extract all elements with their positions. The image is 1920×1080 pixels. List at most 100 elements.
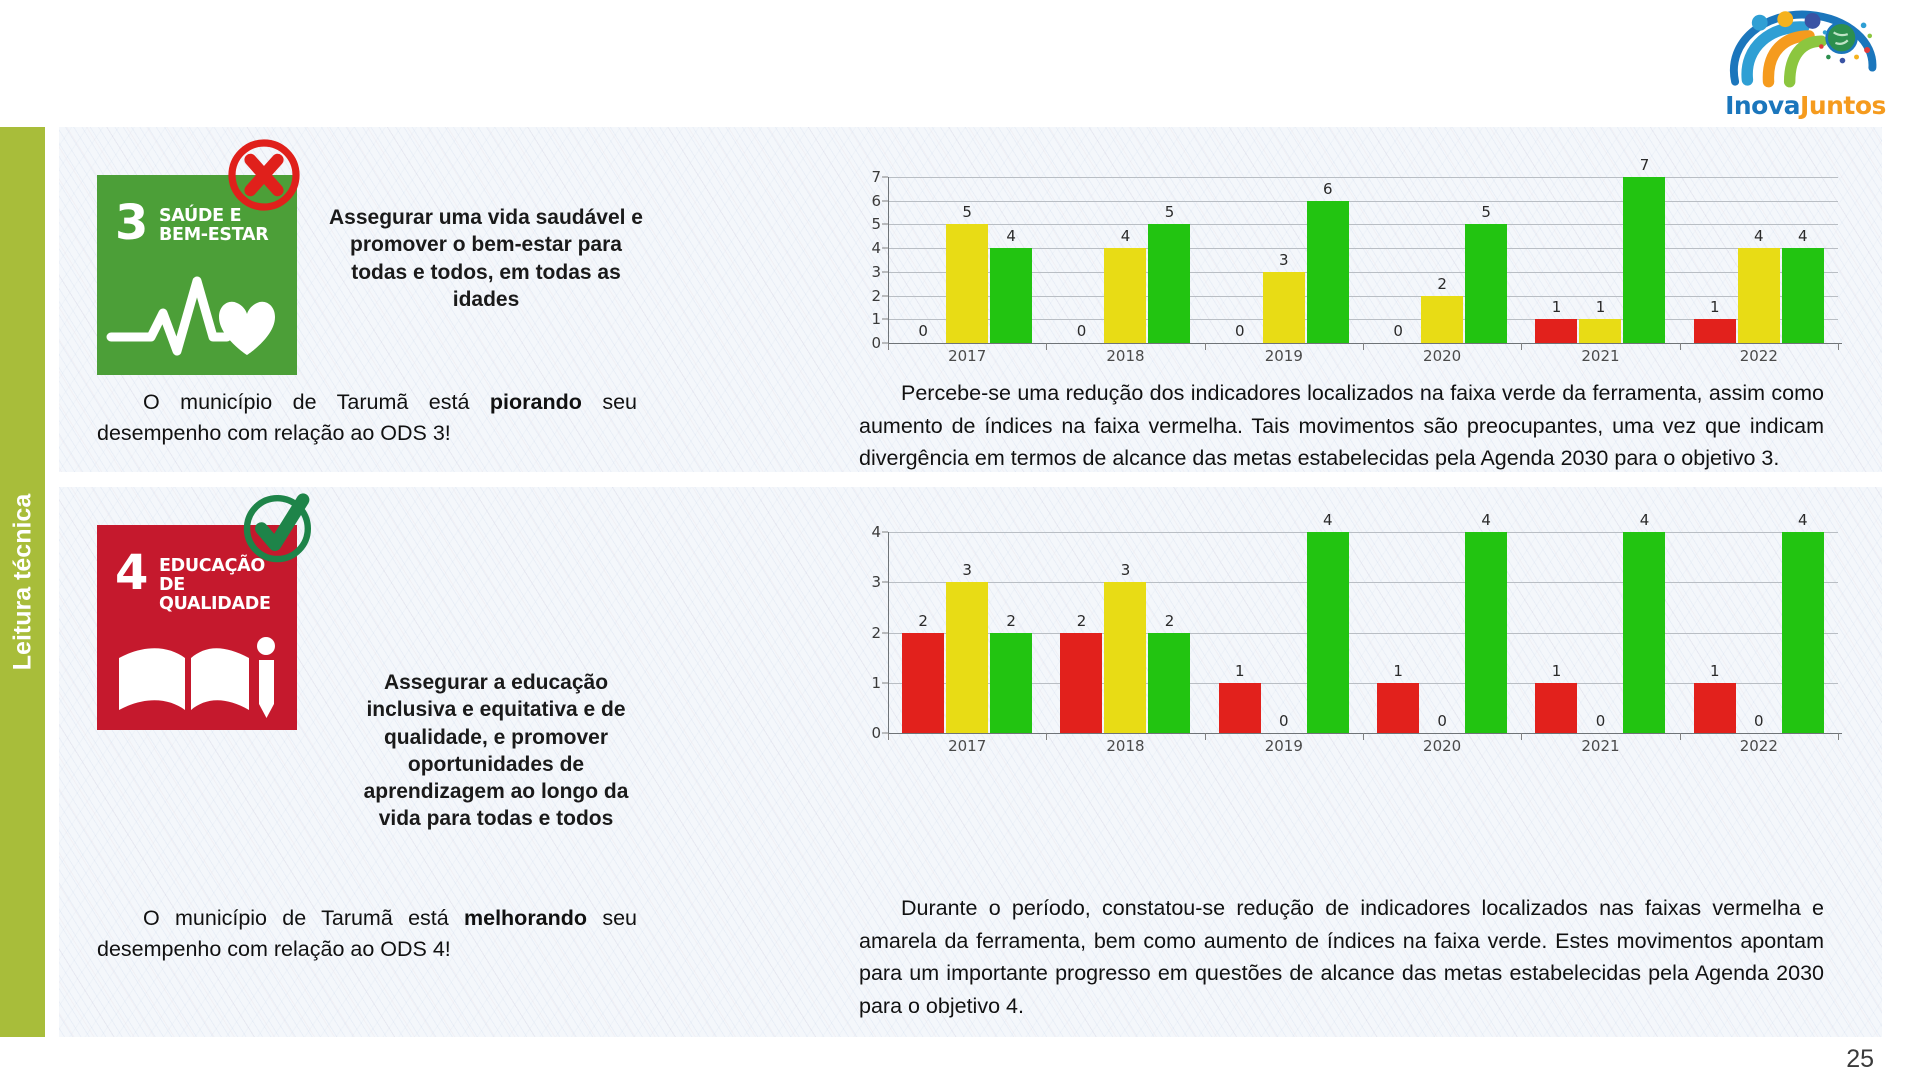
chart-bar-value-label: 0 <box>1076 322 1087 340</box>
chart-x-tick-label: 2018 <box>1106 347 1145 365</box>
section-ods3: 3 SAÚDE E BEM-ESTAR Assegurar uma vida s… <box>59 127 1882 472</box>
ods4-goal-statement: Assegurar a educação inclusiva e equitat… <box>363 671 629 831</box>
chart-bar-verde: 5 <box>1465 177 1508 343</box>
chart-bar-value-label: 1 <box>1235 661 1245 680</box>
chart-x-tick-mark <box>1363 343 1364 350</box>
chart-x-tick-mark <box>888 343 889 350</box>
chart-bar-vermelha: 2 <box>1060 532 1103 733</box>
chart-bar-vermelha: 0 <box>1219 177 1261 343</box>
chart-x-tick-mark <box>1679 343 1681 350</box>
chart-bar-value-label: 3 <box>1120 561 1131 580</box>
footer-band <box>0 1037 1920 1080</box>
chart-bar-value-label: 4 <box>1120 227 1131 246</box>
ods3-muni-highlight: piorando <box>489 390 582 414</box>
chart-x-tick-label: 2019 <box>1264 347 1303 365</box>
chart-bar-verde: 4 <box>990 177 1033 343</box>
ods4-number: 4 <box>115 545 149 601</box>
chart-bar-group: 1 0 4 <box>1205 511 1363 733</box>
chart-bar-amarela: 0 <box>1421 532 1463 733</box>
chart-bar-fill <box>1535 682 1578 733</box>
chart-bar-fill <box>1693 682 1736 733</box>
chart-x-tick-mark <box>1204 343 1206 350</box>
ods3-municipality-status: O município de Tarumã está piorando seu … <box>97 387 637 448</box>
chart-bar-value-label: 4 <box>1798 511 1808 529</box>
chart-bar-value-label: 4 <box>1006 227 1016 246</box>
chart-bar-value-label: 4 <box>1481 511 1491 529</box>
chart-bar-fill <box>1060 632 1103 733</box>
chart-x-tick-label: 2017 <box>948 347 987 365</box>
chart-y-tick-label: 2 <box>871 623 881 642</box>
chart-bar-groups: 2 3 2 2 3 2 1 0 4 1 0 4 1 0 4 1 0 4 <box>888 511 1838 733</box>
chart-x-axis-labels: 2017 2018 2019 2020 2021 2022 <box>888 347 1838 373</box>
chart-bar-fill <box>1262 271 1305 343</box>
chart-bar-fill <box>1148 632 1191 733</box>
chart-x-tick-mark <box>1204 733 1206 740</box>
chart-bar-fill <box>1218 682 1261 733</box>
ods3-goal-statement: Assegurar uma vida saudável e promover o… <box>329 206 643 311</box>
chart-bar-amarela: 0 <box>1738 532 1780 733</box>
chart-bar-value-label: 0 <box>1279 712 1289 730</box>
chart-x-axis-line <box>888 733 1842 734</box>
left-gutter <box>45 127 59 1037</box>
chart-bar-group: 0 5 4 <box>888 177 1046 343</box>
chart-bar-value-label: 4 <box>1639 511 1650 529</box>
chart-x-tick-label: 2020 <box>1423 347 1462 365</box>
chart-y-tick-label: 1 <box>871 310 881 329</box>
chart-bar-group: 2 3 2 <box>1046 532 1204 733</box>
chart-bar-value-label: 0 <box>1393 322 1403 340</box>
chart-bar-value-label: 0 <box>1235 322 1245 340</box>
chart-bar-group: 2 3 2 <box>888 532 1046 733</box>
logo-word-inova: Inova <box>1725 91 1801 120</box>
chart-bar-value-label: 2 <box>1437 274 1447 293</box>
chart-bar-value-label: 3 <box>1279 250 1289 269</box>
chart-bar-amarela: 4 <box>1104 177 1147 343</box>
chart-bar-group: 1 0 4 <box>1363 511 1521 733</box>
chart-bar-group: 0 2 5 <box>1363 177 1521 343</box>
chart-x-tick-label: 2019 <box>1264 737 1303 755</box>
chart-bar-verde: 4 <box>1465 511 1508 733</box>
chart-bar-value-label: 3 <box>962 561 972 580</box>
chart-bar-fill <box>1104 248 1147 343</box>
chart-bar-amarela: 3 <box>946 532 989 733</box>
chart-bar-verde: 4 <box>1781 177 1824 343</box>
chart-y-tick-label: 0 <box>871 334 881 352</box>
chart-bar-value-label: 1 <box>1551 298 1562 317</box>
chart-bar-value-label: 5 <box>1164 203 1175 222</box>
ods3-number: 3 <box>115 195 149 251</box>
chart-bar-vermelha: 0 <box>1060 177 1102 343</box>
logo-wordmark: InovaJuntos <box>1713 91 1898 120</box>
chart-bar-value-label: 5 <box>1481 203 1491 222</box>
chart-x-tick-label: 2022 <box>1739 347 1778 365</box>
chart-x-tick-mark <box>1838 733 1839 740</box>
chart-bar-verde: 5 <box>1148 177 1191 343</box>
chart-x-tick-mark <box>1521 733 1523 740</box>
chart-bar-fill <box>1623 177 1666 343</box>
chart-x-tick-label: 2022 <box>1739 737 1778 755</box>
chart-bar-fill <box>1465 532 1508 733</box>
chart-y-tick-label: 1 <box>871 673 881 692</box>
chart-bar-vermelha: 1 <box>1535 532 1578 733</box>
open-book-pencil-icon <box>119 637 275 718</box>
chart-x-tick-label: 2018 <box>1106 737 1145 755</box>
chart-bar-groups: 0 5 4 0 4 5 0 3 6 0 2 5 1 1 7 1 4 4 <box>888 156 1838 343</box>
chart-bar-vermelha: 0 <box>1377 177 1419 343</box>
chart-bar-value-label: 4 <box>1798 227 1808 246</box>
chart-x-tick-label: 2020 <box>1423 737 1462 755</box>
chart-bar-fill <box>1579 319 1622 343</box>
chart-bar-amarela: 0 <box>1263 532 1305 733</box>
chart-y-tick-label: 5 <box>871 215 881 234</box>
chart-x-tick-label: 2021 <box>1581 347 1620 365</box>
chart-bar-fill <box>1781 532 1824 733</box>
ods3-bar-chart: 0 1 2 3 4 5 6 7 0 5 4 0 4 5 0 3 6 0 2 5 1 1 7 1 4 4 2017 2018 2019 20… <box>854 156 1844 377</box>
chart-bar-fill <box>1306 200 1349 343</box>
chart-bar-value-label: 1 <box>1710 298 1720 317</box>
chart-y-tick-label: 3 <box>871 262 881 281</box>
chart-bar-verde: 4 <box>1781 511 1824 733</box>
chart-bar-fill <box>990 632 1033 733</box>
chart-bar-vermelha: 1 <box>1693 532 1736 733</box>
chart-x-tick-mark <box>1679 733 1681 740</box>
chart-bar-fill <box>1104 582 1147 733</box>
ods4-narrative-text: Durante o período, constatou-se redução … <box>859 896 1824 1019</box>
chart-bar-group: 0 4 5 <box>1046 177 1204 343</box>
chart-bar-fill <box>1535 319 1578 343</box>
